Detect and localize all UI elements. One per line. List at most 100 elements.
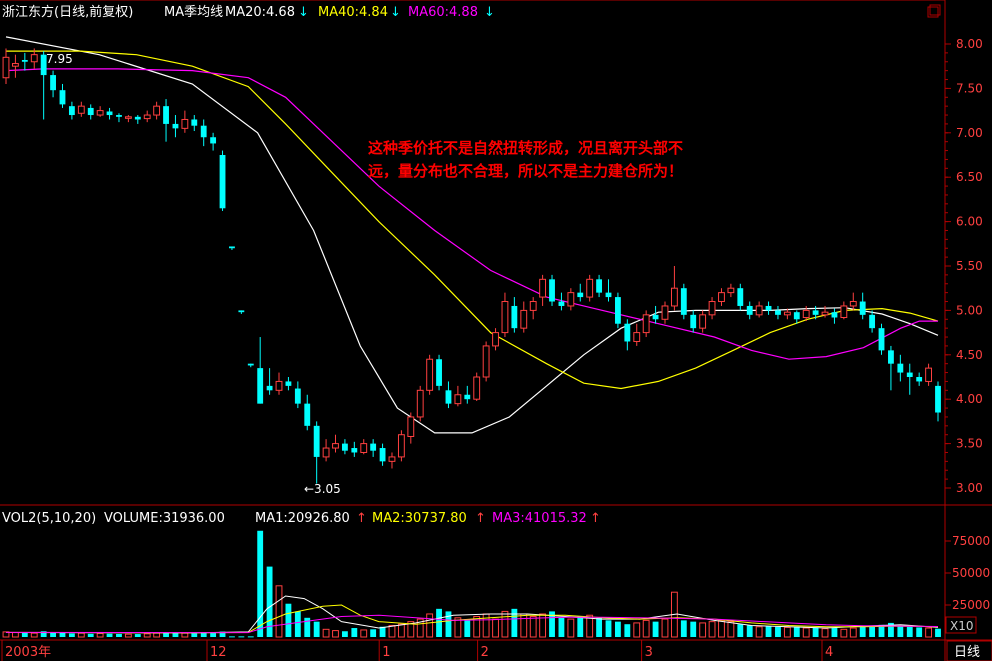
candle-body bbox=[888, 350, 894, 364]
candle-body bbox=[134, 116, 141, 120]
volume-bar bbox=[473, 616, 481, 638]
volume-bar bbox=[436, 608, 442, 637]
candle bbox=[869, 310, 876, 333]
volume-bar bbox=[652, 621, 659, 637]
candle-body bbox=[426, 358, 434, 391]
volume-bar bbox=[633, 622, 641, 638]
candle bbox=[341, 439, 348, 455]
volume-bar bbox=[2, 631, 10, 638]
candle bbox=[567, 288, 575, 311]
candle-body bbox=[765, 305, 772, 311]
vol-ma2-label: MA2:30737.80 bbox=[372, 511, 467, 526]
volume-bar bbox=[257, 530, 264, 637]
vol-scale-label: X10 bbox=[950, 619, 974, 633]
date-tick-label: 3 bbox=[645, 645, 653, 660]
date-tick-label: 4 bbox=[825, 645, 833, 660]
volume-bar bbox=[812, 627, 819, 637]
volume-bar bbox=[210, 632, 217, 637]
ma40-label: MA40:4.84 bbox=[318, 5, 388, 20]
candle bbox=[200, 119, 207, 147]
candle bbox=[426, 354, 434, 395]
candle-body bbox=[11, 63, 19, 67]
candle-body bbox=[436, 359, 442, 386]
candle-body bbox=[96, 110, 104, 116]
candle-body bbox=[304, 403, 311, 426]
candle bbox=[210, 132, 217, 151]
candle-body bbox=[416, 389, 424, 418]
volume-bar bbox=[332, 630, 339, 638]
candle bbox=[783, 308, 791, 320]
candle bbox=[708, 297, 716, 320]
volume-bar bbox=[539, 613, 547, 638]
volume-bar bbox=[11, 632, 19, 638]
candle bbox=[539, 274, 547, 306]
volume-bar bbox=[793, 626, 800, 637]
maximize-icon[interactable] bbox=[927, 4, 941, 18]
candle bbox=[416, 385, 424, 422]
candle-body bbox=[294, 388, 301, 404]
volume-bar bbox=[407, 621, 415, 638]
candle bbox=[370, 439, 377, 457]
candle bbox=[322, 439, 330, 462]
volume-bar bbox=[68, 633, 75, 637]
candle-body bbox=[313, 425, 320, 457]
candle bbox=[464, 385, 471, 404]
volume-bar bbox=[116, 633, 122, 637]
volume-bar bbox=[134, 634, 141, 637]
candle bbox=[661, 301, 669, 324]
volume-bar bbox=[935, 628, 941, 637]
candle-body bbox=[397, 434, 405, 458]
volume-bar bbox=[699, 622, 707, 638]
candle-body bbox=[831, 312, 838, 318]
volume-bar bbox=[351, 628, 358, 637]
candle-body bbox=[181, 118, 189, 129]
candle bbox=[304, 394, 311, 431]
candle bbox=[529, 297, 537, 320]
candle-body bbox=[670, 287, 678, 307]
candle bbox=[313, 421, 320, 484]
volume-bar bbox=[755, 626, 763, 638]
annotation-line-2: 远，量分布也不合理，所以不是主力建仓所为！ bbox=[368, 162, 683, 180]
volume-bar bbox=[106, 633, 113, 637]
volume-bar bbox=[511, 608, 518, 637]
candle-body bbox=[859, 301, 866, 315]
volume-bar bbox=[238, 636, 245, 638]
ma40-down-icon: ↓ bbox=[390, 5, 401, 20]
candle-body bbox=[106, 111, 113, 116]
volume-bar bbox=[313, 621, 320, 637]
candle-body bbox=[143, 114, 151, 120]
period-tab[interactable] bbox=[946, 640, 992, 661]
candle bbox=[812, 305, 819, 320]
candle-body bbox=[407, 416, 415, 437]
candle bbox=[351, 441, 358, 457]
vol-indicator-name: VOL2(5,10,20) bbox=[2, 511, 96, 526]
candle-body bbox=[586, 278, 594, 298]
candle-body bbox=[783, 311, 791, 316]
candle-body bbox=[596, 279, 603, 293]
candle bbox=[68, 101, 75, 120]
candle bbox=[143, 110, 151, 123]
candle-body bbox=[464, 394, 471, 400]
candle bbox=[605, 279, 612, 302]
volume-bar bbox=[341, 631, 348, 637]
candle bbox=[229, 246, 235, 251]
candle-body bbox=[360, 443, 368, 453]
vol-ma1-up-icon: ↑ bbox=[356, 511, 367, 526]
volume-bar bbox=[859, 625, 866, 637]
price-tick-label: 6.50 bbox=[956, 170, 983, 184]
candle-body bbox=[737, 288, 744, 306]
volume-bar bbox=[304, 617, 311, 637]
volume-bar bbox=[558, 617, 565, 637]
candle bbox=[2, 48, 10, 84]
candle bbox=[40, 51, 47, 120]
candle-body bbox=[285, 381, 292, 386]
candle bbox=[134, 115, 141, 124]
candle bbox=[511, 297, 518, 333]
candle bbox=[379, 443, 386, 466]
candle-body bbox=[247, 363, 254, 366]
candle-body bbox=[699, 314, 707, 329]
candle-body bbox=[718, 292, 725, 303]
candle-body bbox=[210, 137, 217, 144]
volume-bar bbox=[727, 621, 735, 638]
candle-body bbox=[275, 380, 283, 391]
